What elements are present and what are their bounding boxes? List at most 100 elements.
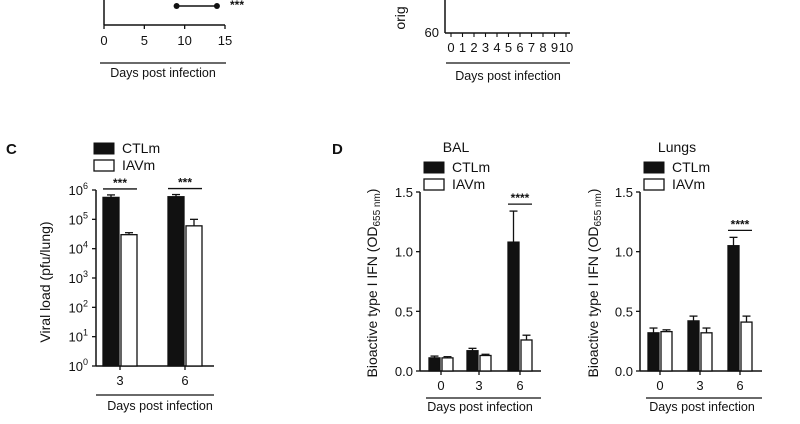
lungs-significance-stars: **** — [731, 217, 750, 231]
lungs-bar-ctlm — [647, 332, 660, 372]
lungs-bar-iavm — [700, 332, 713, 372]
lungs-bar-iavm — [660, 330, 673, 372]
lungs-y-tick-label: 0.5 — [615, 304, 633, 319]
top-right-x-tick-label: 2 — [470, 40, 477, 55]
panel-c-y-tick-exp: 2 — [83, 298, 88, 308]
panel-c-significance-stars: *** — [113, 176, 127, 190]
top-left-stars: *** — [230, 0, 244, 12]
lungs-ylabel: Bioactive type I IFN (OD655 nm) — [585, 189, 604, 378]
bal-significance-stars: **** — [511, 191, 530, 205]
bal-ylabel: Bioactive type I IFN (OD655 nm) — [364, 189, 383, 378]
top-right-fragment: orig 60 0 1 2 3 4 5 6 7 8 9 10 Days post infection — [392, 0, 573, 83]
top-left-x-tick-label: 15 — [218, 33, 232, 48]
lungs-y-tick-label: 1.5 — [615, 185, 633, 200]
top-right-x-ticks: 0 1 2 3 4 5 6 7 8 9 10 — [447, 33, 573, 55]
panel-d-letter: D — [332, 141, 343, 158]
panel-c-y-tick-label: 102 — [69, 298, 88, 315]
bal-title: BAL — [443, 139, 470, 155]
lungs-title: Lungs — [658, 139, 696, 155]
bal-ylabel-sub: 655 nm — [372, 193, 383, 226]
bal-y-tick-label: 1.5 — [395, 185, 413, 200]
bal-y-tick-label: 1.0 — [395, 245, 413, 260]
panel-c-x-tick-label: 6 — [181, 373, 188, 388]
lungs-ylabel-sub: 655 nm — [593, 193, 604, 226]
panel-c-y-tick-label: 103 — [69, 269, 88, 286]
legend-c-ctlm-swatch — [93, 142, 115, 155]
lungs-bar-iavm — [740, 321, 753, 372]
bal-y-tick-label: 0.5 — [395, 304, 413, 319]
panel-c-y-tick-base: 10 — [69, 330, 83, 345]
panel-c-bar-iavm — [185, 225, 203, 367]
panel-c-y-tick-base: 10 — [69, 359, 83, 374]
panel-c-y-tick-base: 10 — [69, 300, 83, 315]
legend-bal-iavm-swatch — [423, 178, 445, 191]
panel-c-y-tick-label: 101 — [69, 328, 88, 345]
top-left-x-tick-label: 10 — [177, 33, 191, 48]
top-right-x-tick-label: 7 — [528, 40, 535, 55]
top-right-x-tick-label: 3 — [482, 40, 489, 55]
panel-c-xlabel: Days post infection — [107, 399, 213, 413]
legend-c-iavm-swatch — [93, 159, 115, 172]
lungs-plot: 0.0 0.5 1.0 1.5 0 3 6 **** — [615, 185, 762, 399]
lungs-y-tick-label: 0.0 — [615, 364, 633, 379]
bal-bar-iavm — [479, 354, 492, 372]
legend-bal-ctlm-label: CTLm — [452, 159, 490, 175]
legend-bal-ctlm-swatch — [423, 161, 445, 174]
top-left-point-end — [213, 3, 220, 9]
top-right-x-tick-label: 8 — [539, 40, 546, 55]
lungs-x-tick-label: 6 — [736, 378, 743, 393]
lungs-bar-ctlm — [727, 245, 740, 372]
top-left-x-ticks: 0 5 10 15 — [100, 25, 232, 48]
panel-c-y-tick-exp: 5 — [83, 210, 88, 220]
panel-c-y-tick-exp: 3 — [83, 269, 88, 279]
panel-c: C CTLm IAVm Viral load (pfu/lung) 100101… — [6, 140, 214, 413]
legend-lungs-ctlm-label: CTLm — [672, 159, 710, 175]
bal-x-tick-label: 6 — [516, 378, 523, 393]
panel-c-y-tick-exp: 0 — [83, 357, 88, 367]
top-right-x-tick-label: 0 — [447, 40, 454, 55]
panel-c-y-tick-base: 10 — [69, 242, 83, 257]
top-right-y-tick: 60 — [425, 25, 439, 40]
top-right-x-tick-label: 4 — [493, 40, 500, 55]
lungs-x-tick-label: 3 — [696, 378, 703, 393]
legend-bal-iavm-label: IAVm — [452, 176, 485, 192]
legend-lungs-ctlm-swatch — [643, 161, 665, 174]
panel-c-y-tick-base: 10 — [69, 212, 83, 227]
top-left-point-start — [173, 3, 180, 9]
panel-c-y-tick-label: 100 — [69, 357, 88, 374]
panel-c-letter: C — [6, 141, 17, 158]
lungs-xlabel: Days post infection — [649, 400, 755, 414]
legend-c-iavm-label: IAVm — [122, 157, 155, 173]
bal-bar-iavm — [441, 357, 454, 372]
panel-c-y-tick-label: 106 — [69, 181, 88, 198]
bal-bar-ctlm — [466, 350, 479, 372]
panel-c-y-tick-exp: 6 — [83, 181, 88, 191]
panel-c-y-tick-exp: 4 — [83, 240, 88, 250]
panel-c-y-tick-label: 105 — [69, 210, 88, 227]
bal-y-tick-label: 0.0 — [395, 364, 413, 379]
top-left-fragment: 0 5 10 15 *** Days post infection — [100, 0, 244, 80]
bal-bar-ctlm — [428, 357, 441, 372]
lungs-x-tick-label: 0 — [656, 378, 663, 393]
top-right-x-tick-label: 9 — [551, 40, 558, 55]
top-right-x-tick-label: 1 — [459, 40, 466, 55]
panel-c-bar-iavm — [120, 234, 138, 367]
panel-c-ylabel: Viral load (pfu/lung) — [37, 221, 53, 342]
bal-x-tick-label: 0 — [437, 378, 444, 393]
top-right-x-tick-label: 10 — [559, 40, 573, 55]
top-right-x-tick-label: 5 — [505, 40, 512, 55]
bal-ylabel-end: ) — [364, 189, 380, 194]
top-right-ylabel: orig — [392, 6, 408, 29]
panel-c-y-tick-base: 10 — [69, 271, 83, 286]
lungs-ylabel-end: ) — [585, 189, 601, 194]
top-left-x-tick-label: 5 — [141, 33, 148, 48]
bal-plot: 0.0 0.5 1.0 1.5 0 3 6 **** — [395, 185, 541, 399]
panel-c-bar-ctlm — [167, 196, 185, 367]
panel-c-bar-ctlm — [102, 196, 120, 367]
bal-bar-ctlm — [507, 241, 520, 372]
top-left-xlabel: Days post infection — [110, 66, 216, 80]
legend-lungs-iavm-swatch — [643, 178, 665, 191]
panel-c-y-tick-exp: 1 — [83, 328, 88, 338]
